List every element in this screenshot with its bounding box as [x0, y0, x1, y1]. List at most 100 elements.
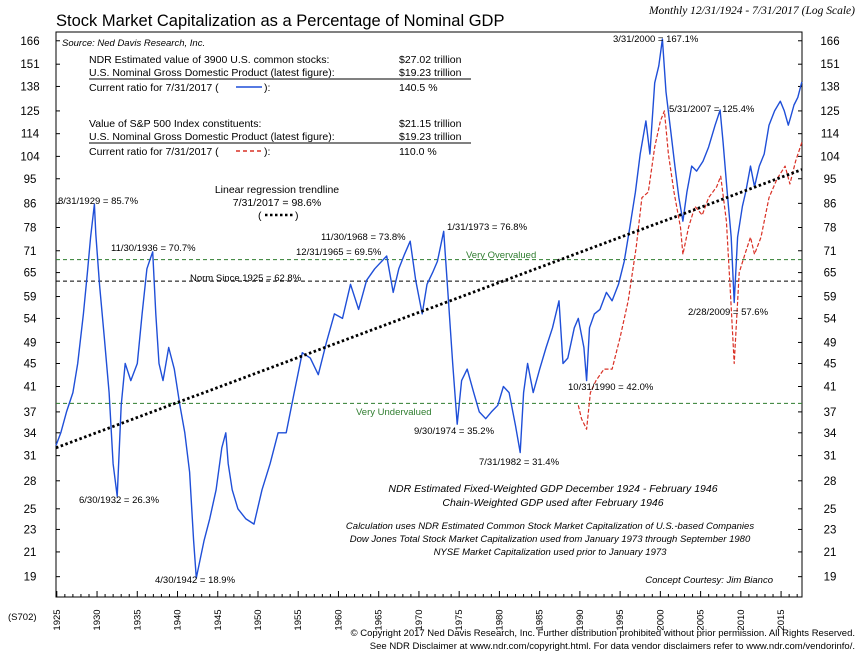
annotation-2009: 2/28/2009 = 57.6%	[688, 307, 769, 318]
plot-frame	[55, 31, 803, 598]
norm-line-label: Norm Since 1925 = 62.8%	[190, 273, 302, 284]
ratio-label-2a: Current ratio for 7/31/2017 (	[89, 146, 219, 158]
gdp-note-2: Chain-Weighted GDP used after February 1…	[442, 497, 663, 509]
y-tick-label: 114	[21, 129, 40, 141]
ratio-label-1a: Current ratio for 7/31/2017 (	[89, 82, 219, 94]
y-tick-label: 95	[824, 174, 837, 186]
sp-value: $21.15 trillion	[399, 118, 462, 130]
annotation-1942: 4/30/1942 = 18.9%	[155, 575, 236, 586]
very-overvalued-label: Very Overvalued	[466, 250, 536, 261]
y-tick-label: 125	[20, 106, 39, 118]
x-tick-label: 1990	[575, 609, 586, 630]
annotation-1973: 1/31/1973 = 76.8%	[447, 222, 528, 233]
gdp-value-1: $19.23 trillion	[399, 67, 462, 79]
trend-label-3a: (	[258, 210, 262, 222]
sp-label: Value of S&P 500 Index constituents:	[89, 118, 261, 130]
x-tick-label: 1965	[374, 609, 385, 630]
annotation-1974: 9/30/1974 = 35.2%	[414, 426, 495, 437]
y-tick-label: 49	[824, 337, 837, 349]
chart-title: Stock Market Capitalization as a Percent…	[56, 12, 504, 30]
trend-label-3b: )	[295, 210, 299, 222]
y-tick-label: 41	[824, 382, 837, 394]
y-tick-label: 104	[20, 151, 40, 163]
y-tick-label: 23	[824, 524, 837, 536]
x-tick-label: 1940	[173, 609, 184, 630]
gdp-label-2: U.S. Nominal Gross Domestic Product (lat…	[89, 131, 335, 143]
trendline-legend: Linear regression trendline 7/31/2017 = …	[215, 184, 339, 222]
calc-note-2: Dow Jones Total Stock Market Capitalizat…	[350, 534, 751, 545]
x-tick-label: 1960	[333, 609, 344, 630]
y-tick-label: 114	[821, 129, 840, 141]
copyright-line: © Copyright 2017 Ned Davis Research, Inc…	[351, 628, 855, 639]
chart-subtitle: Monthly 12/31/1924 - 7/31/2017 (Log Scal…	[648, 5, 855, 17]
y-tick-label: 54	[24, 313, 37, 325]
y-tick-label: 34	[24, 428, 37, 440]
series-layer	[55, 38, 803, 579]
y-tick-label: 21	[24, 547, 37, 559]
y-tick-label: 138	[20, 81, 39, 93]
x-tick-label: 1950	[253, 609, 264, 630]
y-tick-label: 19	[24, 572, 37, 584]
x-tick-label: 2005	[696, 609, 707, 630]
annotation-1982: 7/31/1982 = 31.4%	[479, 457, 560, 468]
y-tick-label: 28	[824, 476, 837, 488]
ratio-label-2b: ):	[264, 146, 270, 158]
source-note: Source: Ned Davis Research, Inc.	[62, 38, 205, 49]
y-tick-label: 86	[24, 198, 37, 210]
gdp-value-2: $19.23 trillion	[399, 131, 462, 143]
y-tick-label: 95	[24, 174, 37, 186]
ndr-value: $27.02 trillion	[399, 54, 462, 66]
ratio-value-1: 140.5 %	[399, 82, 438, 94]
y-tick-label: 31	[24, 451, 37, 463]
y-tick-label: 34	[824, 428, 837, 440]
y-tick-label: 138	[820, 81, 839, 93]
y-tick-label: 19	[824, 572, 837, 584]
y-tick-label: 59	[24, 292, 37, 304]
y-tick-label: 31	[824, 451, 837, 463]
x-tick-label: 1975	[454, 609, 465, 630]
y-tick-label: 86	[824, 198, 837, 210]
x-tick-label: 1930	[92, 609, 103, 630]
very-undervalued-label: Very Undervalued	[356, 407, 432, 418]
y-tick-label: 151	[20, 59, 39, 71]
y-tick-label: 151	[820, 59, 839, 71]
x-tick-label: 1955	[293, 609, 304, 630]
y-tick-label: 71	[24, 246, 37, 258]
x-tick-label: 1945	[213, 609, 224, 630]
y-tick-label: 78	[824, 223, 837, 235]
annotations: 8/31/1929 = 85.7% 11/30/1936 = 70.7% 6/3…	[58, 34, 769, 586]
annotation-1936: 11/30/1936 = 70.7%	[111, 243, 196, 254]
y-tick-label: 166	[820, 36, 839, 48]
y-tick-label: 78	[24, 223, 37, 235]
y-tick-label: 65	[24, 268, 37, 280]
ndr-label: NDR Estimated value of 3900 U.S. common …	[89, 54, 329, 66]
y-axis-left: 19 21 23 25 28 31 34 37 41 45 49 54 59 65 71 78 86 95 104 1…	[20, 36, 60, 584]
x-tick-label: 1980	[494, 609, 505, 630]
disclaimer-line: See NDR Disclaimer at www.ndr.com/copyri…	[370, 641, 855, 652]
y-tick-label: 45	[24, 358, 37, 370]
x-tick-label: 2000	[655, 609, 666, 630]
y-tick-label: 65	[824, 268, 837, 280]
y-tick-label: 41	[24, 382, 37, 394]
ratio-label-1b: ):	[264, 82, 270, 94]
gdp-note-1: NDR Estimated Fixed-Weighted GDP Decembe…	[388, 483, 717, 495]
y-tick-label: 23	[24, 524, 37, 536]
y-tick-label: 104	[820, 151, 840, 163]
y-tick-label: 21	[824, 547, 837, 559]
annotation-1932: 6/30/1932 = 26.3%	[79, 495, 160, 506]
chart-code: (S702)	[8, 612, 37, 623]
calc-note-3: NYSE Market Capitalization used prior to…	[434, 547, 668, 558]
y-tick-label: 59	[824, 292, 837, 304]
trend-label-1: Linear regression trendline	[215, 184, 339, 196]
y-axis-right: 19 21 23 25 28 31 34 37 41 45 49 54 59 65 71 78 86 95 104 1…	[798, 36, 840, 584]
x-tick-label: 1935	[132, 609, 143, 630]
y-tick-label: 37	[24, 407, 37, 419]
x-tick-label: 1970	[414, 609, 425, 630]
methodology-notes: NDR Estimated Fixed-Weighted GDP Decembe…	[346, 483, 773, 586]
trend-label-2: 7/31/2017 = 98.6%	[233, 197, 321, 209]
y-tick-label: 28	[24, 476, 37, 488]
x-tick-label: 1985	[535, 609, 546, 630]
y-tick-label: 25	[824, 504, 837, 516]
info-block-sp500: Value of S&P 500 Index constituents: $21…	[89, 118, 471, 158]
